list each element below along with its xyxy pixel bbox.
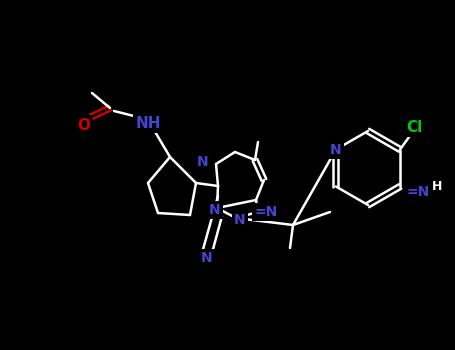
Text: Cl: Cl <box>406 120 422 135</box>
Text: O: O <box>77 118 91 133</box>
Text: N: N <box>234 213 246 227</box>
Text: N: N <box>201 251 213 265</box>
Text: N: N <box>209 203 221 217</box>
Text: N: N <box>330 142 342 156</box>
Text: H: H <box>432 180 442 193</box>
Text: =N: =N <box>406 184 430 198</box>
Text: N: N <box>197 155 208 169</box>
Text: =N: =N <box>254 205 278 219</box>
Text: NH: NH <box>135 116 161 131</box>
